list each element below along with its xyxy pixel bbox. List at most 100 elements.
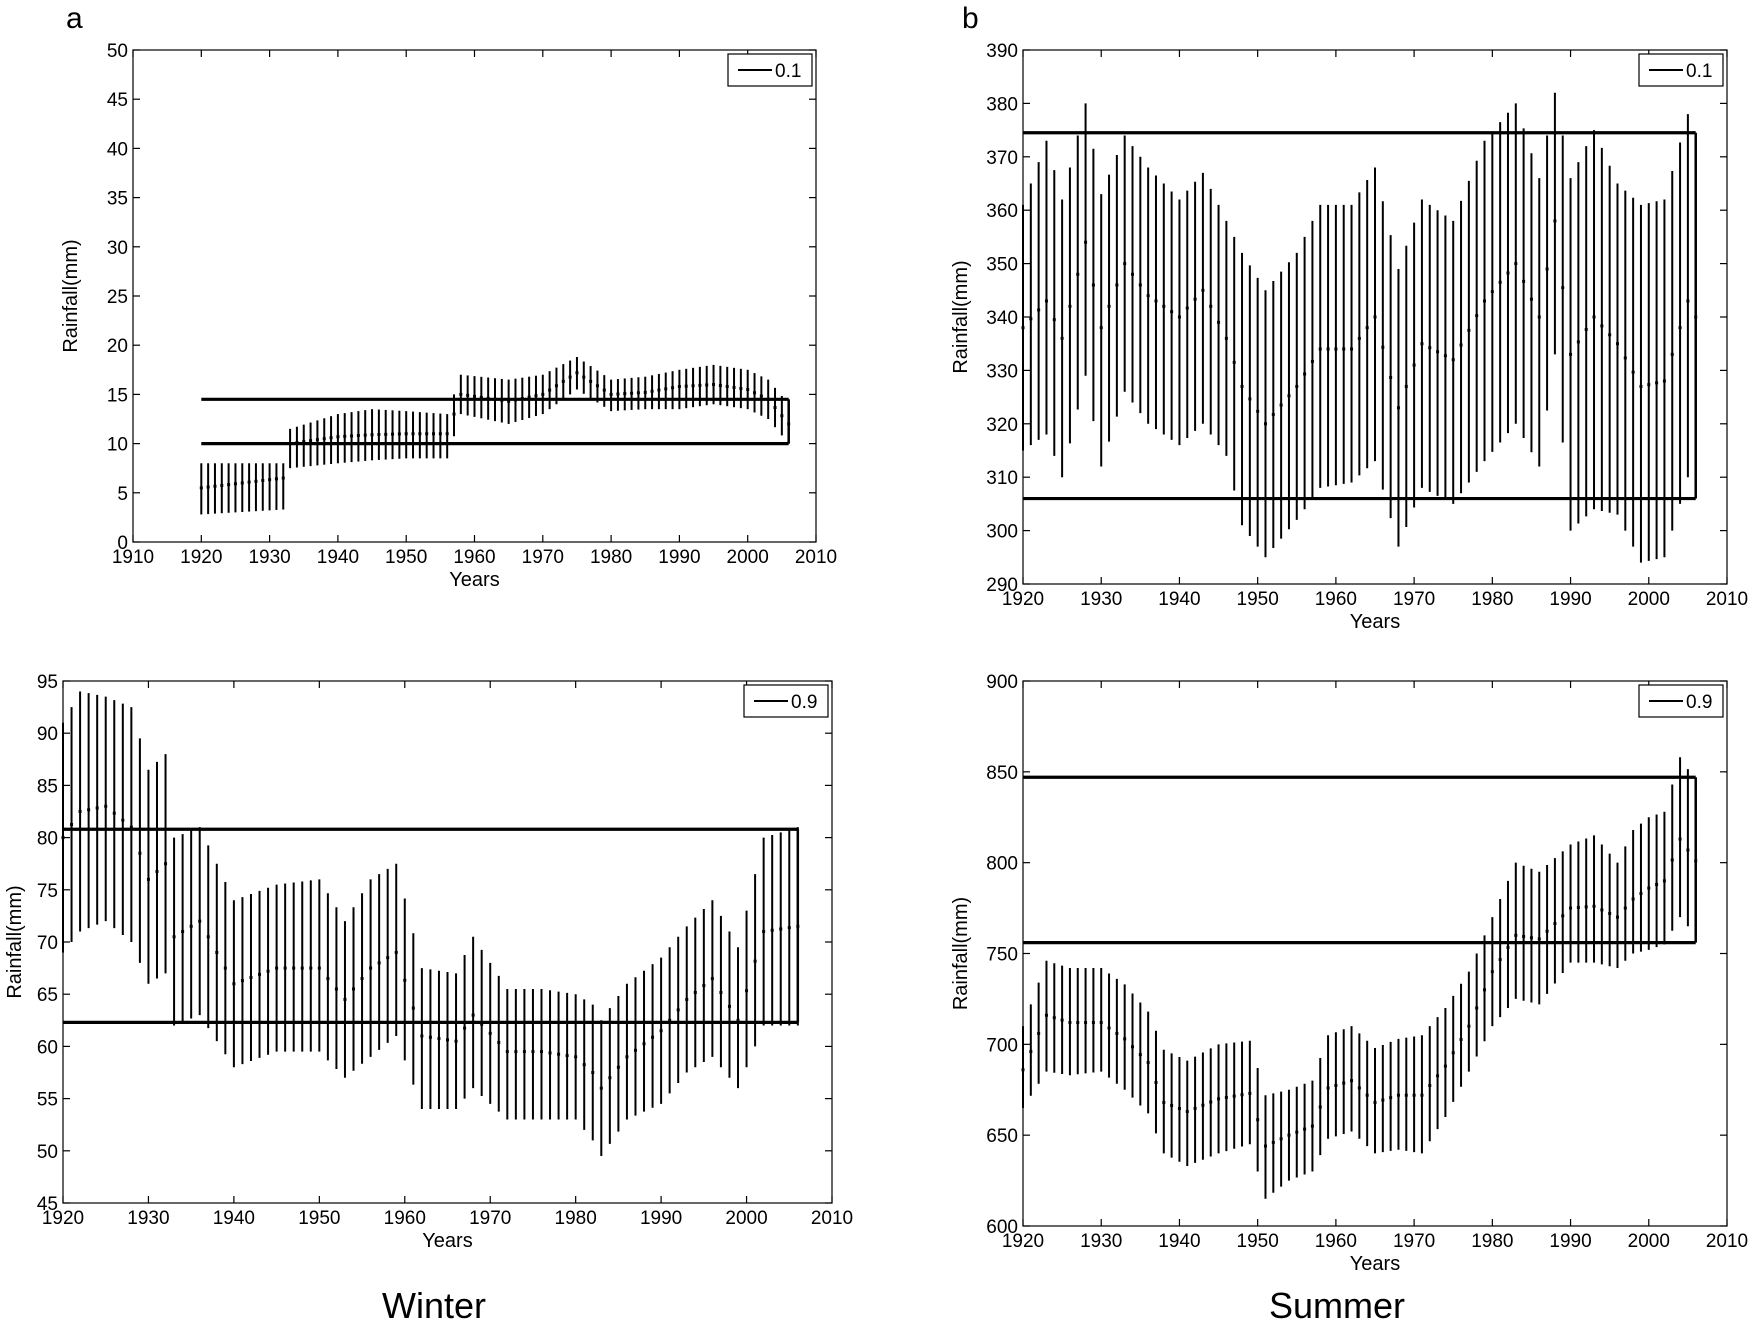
data-point — [719, 990, 723, 994]
x-tick-label: 1960 — [1315, 589, 1357, 610]
data-point — [1678, 837, 1682, 841]
panel-letter-b: b — [962, 2, 979, 35]
data-point — [780, 414, 784, 418]
y-tick-label: 380 — [986, 94, 1018, 115]
data-point — [220, 483, 224, 487]
y-tick-label: 75 — [37, 881, 58, 902]
data-point — [452, 412, 456, 416]
data-point — [1553, 219, 1557, 223]
x-tick-label: 1990 — [658, 547, 700, 568]
data-point — [1623, 356, 1627, 360]
data-point — [471, 1013, 475, 1017]
data-point — [636, 391, 640, 395]
legend-label: 0.1 — [1686, 61, 1712, 82]
data-point — [779, 927, 783, 931]
data-point — [616, 392, 620, 396]
data-point — [315, 438, 319, 442]
data-point — [623, 392, 627, 396]
data-point — [233, 482, 237, 486]
data-point — [1303, 372, 1307, 376]
y-tick-label: 900 — [986, 672, 1018, 693]
data-point — [497, 1040, 501, 1044]
data-point — [420, 1034, 424, 1038]
data-point — [736, 1018, 740, 1022]
x-tick-label: 1940 — [1158, 1231, 1200, 1252]
x-tick-label: 1960 — [1315, 1231, 1357, 1252]
data-point — [377, 433, 381, 437]
data-point — [1201, 288, 1205, 292]
data-point — [1123, 262, 1127, 266]
data-point — [394, 950, 398, 954]
y-tick-label: 340 — [986, 308, 1018, 329]
data-point — [616, 1065, 620, 1069]
data-point — [608, 1076, 612, 1080]
data-point — [1224, 336, 1228, 340]
data-point — [1365, 326, 1369, 330]
x-tick-label: 1950 — [385, 547, 427, 568]
data-point — [227, 483, 231, 487]
data-point — [329, 436, 333, 440]
data-point — [1326, 347, 1330, 351]
data-point — [746, 387, 750, 391]
data-point — [240, 979, 244, 983]
data-point — [1185, 306, 1189, 310]
data-point — [1052, 1016, 1056, 1020]
data-point — [705, 383, 709, 387]
data-point — [199, 486, 203, 490]
data-point — [1443, 354, 1447, 358]
data-point — [350, 434, 354, 438]
data-point — [309, 439, 313, 443]
data-point — [710, 977, 714, 981]
data-point — [1373, 1100, 1377, 1104]
data-point — [1091, 1021, 1095, 1025]
x-tick-label: 1920 — [42, 1208, 84, 1229]
data-point — [727, 1004, 731, 1008]
data-point — [343, 434, 347, 438]
x-tick-label: 1950 — [1237, 1231, 1279, 1252]
x-axis-title: Years — [1350, 1253, 1400, 1275]
data-point — [582, 1063, 586, 1067]
x-tick-label: 1930 — [248, 547, 290, 568]
data-point — [1318, 347, 1322, 351]
data-point — [1553, 922, 1557, 926]
data-point — [643, 390, 647, 394]
data-point — [1537, 315, 1541, 319]
data-point — [1561, 286, 1565, 290]
data-point — [1381, 345, 1385, 349]
data-point — [541, 392, 545, 396]
data-point — [633, 1048, 637, 1052]
data-point — [1052, 318, 1056, 322]
y-tick-label: 360 — [986, 201, 1018, 222]
data-point — [693, 990, 697, 994]
chart-summer-0.9: 1920 1930 1940 1950 1960 1970 1980 1990 2000 2010… — [950, 672, 1748, 1275]
y-tick-label: 390 — [986, 41, 1018, 62]
data-point — [334, 987, 338, 991]
data-point — [1389, 1096, 1393, 1100]
data-point — [1498, 958, 1502, 962]
column-label-summer: Summer — [1269, 1285, 1405, 1326]
data-point — [1099, 326, 1103, 330]
data-point — [1123, 1037, 1127, 1041]
data-point — [753, 391, 757, 395]
x-axis-title: Years — [1350, 611, 1400, 633]
data-point — [1631, 370, 1635, 374]
data-point — [1271, 1140, 1275, 1144]
data-point — [1490, 290, 1494, 294]
x-axis-title: Years — [422, 1230, 472, 1252]
y-axis-title: Rainfall(mm) — [950, 260, 972, 373]
data-point — [1467, 328, 1471, 332]
data-point — [356, 434, 360, 438]
data-point — [61, 836, 65, 840]
y-tick-label: 45 — [37, 1194, 58, 1215]
data-point — [1529, 297, 1533, 301]
data-point — [1154, 1080, 1158, 1084]
data-point — [121, 818, 125, 822]
data-point — [1154, 299, 1158, 303]
data-point — [411, 1006, 415, 1010]
data-point — [602, 388, 606, 392]
data-point — [363, 433, 367, 437]
x-tick-label: 1950 — [1237, 589, 1279, 610]
x-tick-label: 1980 — [1471, 1231, 1513, 1252]
data-point — [1670, 352, 1674, 356]
